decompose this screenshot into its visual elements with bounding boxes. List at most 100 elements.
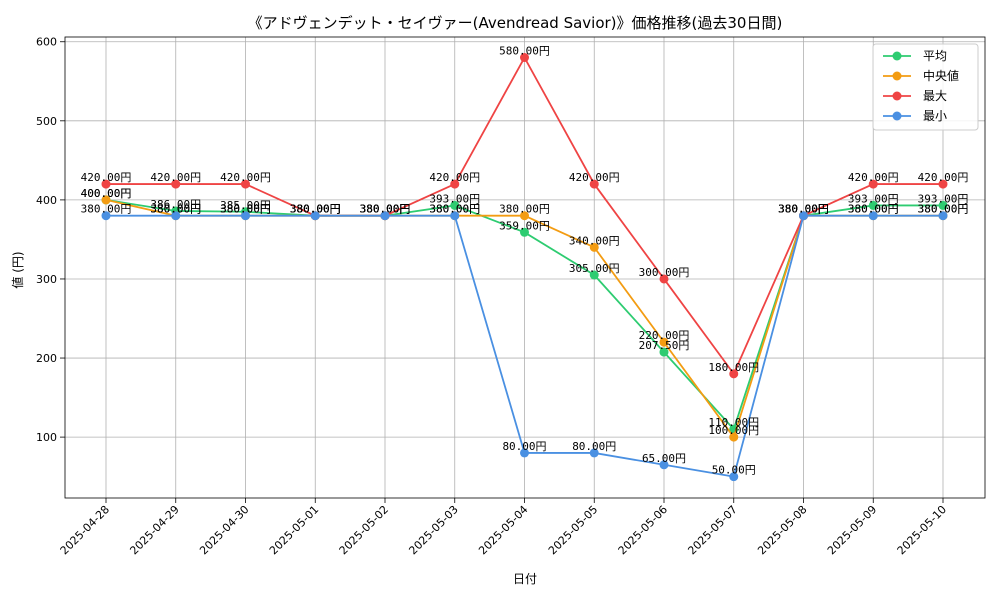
grid <box>65 37 985 498</box>
data-point <box>589 179 599 189</box>
data-label: 380.00円 <box>778 203 829 216</box>
y-axis-label: 値 (円) <box>10 251 25 288</box>
data-label: 110.00円 <box>708 416 759 429</box>
data-label: 380.00円 <box>220 203 271 216</box>
x-tick-label: 2025-05-08 <box>755 503 809 557</box>
x-tick-label: 2025-05-02 <box>337 503 391 557</box>
data-label: 385.00円 <box>220 199 271 212</box>
series-layer <box>101 53 948 482</box>
data-label: 305.00円 <box>569 262 620 275</box>
plot-frame <box>64 36 986 499</box>
data-label: 380.00円 <box>290 203 341 216</box>
data-label: 65.00円 <box>642 452 686 465</box>
x-tick-label: 2025-05-07 <box>685 503 739 557</box>
y-tick-label: 400 <box>36 194 57 207</box>
data-point <box>938 179 948 189</box>
legend-item: 中央値 <box>883 68 959 83</box>
data-label: 380.00円 <box>778 203 829 216</box>
data-label: 80.00円 <box>572 440 616 453</box>
legend-item: 最大 <box>883 89 947 103</box>
x-tick-label: 2025-05-10 <box>895 503 949 557</box>
data-label: 380.00円 <box>778 203 829 216</box>
x-tick-label: 2025-05-01 <box>267 503 321 557</box>
data-label: 380.00円 <box>499 203 550 216</box>
data-point <box>171 179 181 189</box>
data-point <box>450 179 460 189</box>
legend-label: 中央値 <box>923 68 959 83</box>
axes: 2025-04-28 2025-04-29 2025-04-30 2025-05-01… <box>36 36 986 557</box>
data-point <box>450 211 460 221</box>
data-point <box>520 211 529 221</box>
data-point <box>589 270 599 280</box>
data-label: 380.00円 <box>778 203 829 216</box>
data-label: 380.00円 <box>429 203 480 216</box>
data-point <box>868 179 878 189</box>
data-label: 380.00円 <box>81 203 132 216</box>
data-point <box>310 211 320 221</box>
data-label: 380.00円 <box>290 203 341 216</box>
x-tick-label: 2025-04-30 <box>197 503 251 557</box>
data-point <box>799 211 808 221</box>
legend-label: 最大 <box>923 89 947 103</box>
data-point <box>101 179 111 189</box>
data-label: 50.00円 <box>712 464 756 477</box>
data-point <box>938 211 948 221</box>
legend-marker <box>892 51 902 61</box>
data-label: 380.00円 <box>360 203 411 216</box>
y-tick-label: 200 <box>36 352 57 365</box>
x-tick-label: 2025-05-09 <box>825 503 879 557</box>
data-label: 380.00円 <box>290 203 341 216</box>
data-point <box>380 211 390 221</box>
data-point <box>938 200 948 210</box>
data-label: 340.00円 <box>569 234 620 247</box>
data-label: 80.00円 <box>502 440 546 453</box>
data-label: 207.50円 <box>639 339 690 352</box>
data-label: 386.00円 <box>150 198 201 211</box>
data-label: 380.00円 <box>360 203 411 216</box>
data-point <box>520 227 529 237</box>
legend-marker <box>892 91 902 101</box>
legend-item: 最小 <box>883 109 947 123</box>
data-point <box>659 460 669 470</box>
x-tick-label: 2025-05-03 <box>406 503 460 557</box>
data-point <box>729 432 739 442</box>
legend-label: 最小 <box>923 109 947 123</box>
y-tick-label: 300 <box>36 273 57 286</box>
x-tick-label: 2025-05-05 <box>546 503 600 557</box>
data-point <box>868 200 878 210</box>
data-point <box>101 211 111 221</box>
data-point <box>520 53 529 63</box>
legend-box <box>872 43 979 131</box>
data-label: 420.00円 <box>569 171 620 184</box>
data-point <box>520 448 529 458</box>
data-point <box>659 337 669 347</box>
data-label: 380.00円 <box>150 203 201 216</box>
data-label: 380.00円 <box>848 203 899 216</box>
data-label: 380.00円 <box>360 203 411 216</box>
y-tick-label: 500 <box>36 115 57 128</box>
data-label: 393.00円 <box>429 192 480 205</box>
legend-marker <box>892 71 902 81</box>
data-label: 180.00円 <box>708 361 759 374</box>
data-label: 220.00円 <box>639 329 690 342</box>
x-tick-label: 2025-04-28 <box>58 503 112 557</box>
data-point <box>729 369 739 379</box>
y-tick-label: 100 <box>36 431 57 444</box>
data-point <box>659 347 669 357</box>
data-label: 380.00円 <box>150 203 201 216</box>
y-tick-label: 600 <box>36 36 57 49</box>
data-point <box>868 211 878 221</box>
data-label: 420.00円 <box>81 171 132 184</box>
data-label: 580.00円 <box>499 45 550 58</box>
data-label: 400.00円 <box>81 187 132 200</box>
x-tick-label: 2025-05-06 <box>616 503 670 557</box>
legend-item: 平均 <box>883 49 947 63</box>
data-label: 420.00円 <box>150 171 201 184</box>
data-label: 380.00円 <box>429 203 480 216</box>
series-3 <box>101 211 948 482</box>
data-label: 380.00円 <box>918 203 969 216</box>
data-label: 393.00円 <box>918 192 969 205</box>
data-point <box>241 179 250 189</box>
